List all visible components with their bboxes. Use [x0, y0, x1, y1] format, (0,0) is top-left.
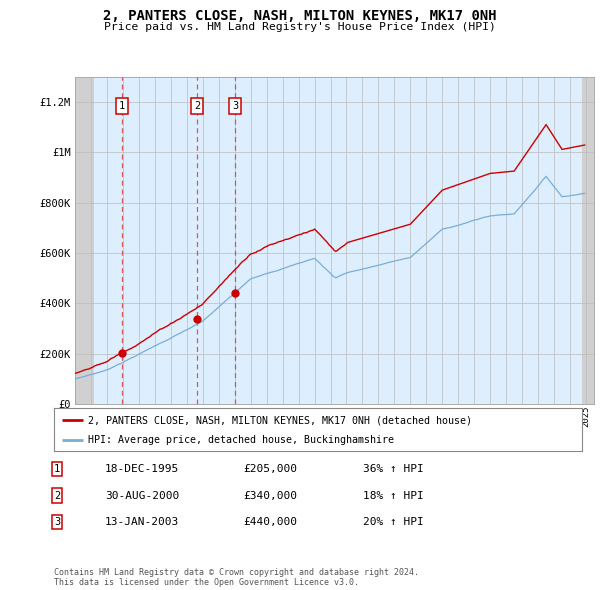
- Bar: [75, 77, 94, 404]
- Text: 3: 3: [54, 517, 60, 527]
- Bar: [582, 77, 594, 404]
- Text: 18% ↑ HPI: 18% ↑ HPI: [363, 491, 424, 500]
- Text: Price paid vs. HM Land Registry's House Price Index (HPI): Price paid vs. HM Land Registry's House …: [104, 22, 496, 32]
- Text: 13-JAN-2003: 13-JAN-2003: [105, 517, 179, 527]
- Text: 18-DEC-1995: 18-DEC-1995: [105, 464, 179, 474]
- Text: 3: 3: [232, 101, 238, 111]
- Text: 2, PANTERS CLOSE, NASH, MILTON KEYNES, MK17 0NH: 2, PANTERS CLOSE, NASH, MILTON KEYNES, M…: [103, 9, 497, 23]
- Text: HPI: Average price, detached house, Buckinghamshire: HPI: Average price, detached house, Buck…: [88, 435, 394, 445]
- Text: 1: 1: [54, 464, 60, 474]
- Text: £440,000: £440,000: [243, 517, 297, 527]
- Text: Contains HM Land Registry data © Crown copyright and database right 2024.
This d: Contains HM Land Registry data © Crown c…: [54, 568, 419, 587]
- Text: 2, PANTERS CLOSE, NASH, MILTON KEYNES, MK17 0NH (detached house): 2, PANTERS CLOSE, NASH, MILTON KEYNES, M…: [88, 415, 472, 425]
- Text: 20% ↑ HPI: 20% ↑ HPI: [363, 517, 424, 527]
- Text: £340,000: £340,000: [243, 491, 297, 500]
- Text: £205,000: £205,000: [243, 464, 297, 474]
- Text: 30-AUG-2000: 30-AUG-2000: [105, 491, 179, 500]
- Text: 2: 2: [194, 101, 200, 111]
- Text: 36% ↑ HPI: 36% ↑ HPI: [363, 464, 424, 474]
- Text: 1: 1: [119, 101, 125, 111]
- Text: 2: 2: [54, 491, 60, 500]
